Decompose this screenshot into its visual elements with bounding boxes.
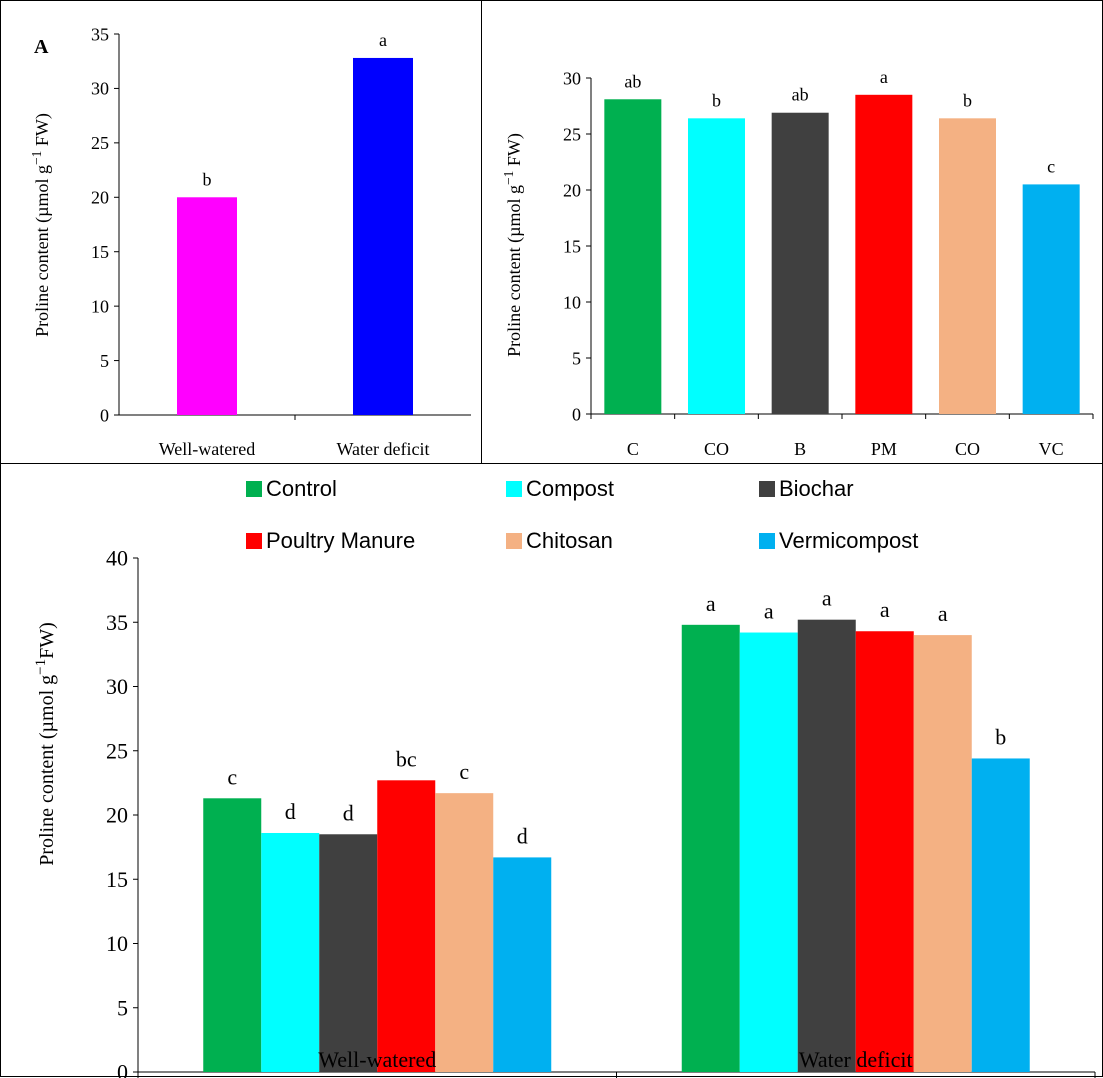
c-legend-label: Vermicompost <box>779 528 918 553</box>
a-y-tick-label: 0 <box>100 405 109 425</box>
c-significance-letter: a <box>938 601 948 626</box>
c-legend-label: Poultry Manure <box>266 528 415 553</box>
c-bar <box>319 834 378 1072</box>
c-x-tick-label: Water deficit <box>799 1047 913 1072</box>
c-y-tick-label: 30 <box>106 674 128 699</box>
c-significance-letter: d <box>285 799 296 824</box>
c-legend-swatch <box>759 481 775 497</box>
b-significance-letter: a <box>880 67 888 87</box>
b-y-tick-label: 15 <box>563 236 581 256</box>
c-significance-letter: d <box>517 823 528 848</box>
b-x-tick-label: CO <box>955 439 980 459</box>
a-y-tick-label: 35 <box>91 24 109 44</box>
b-y-tick-label: 30 <box>563 68 581 88</box>
c-bar <box>739 632 798 1072</box>
c-legend-swatch <box>246 481 262 497</box>
c-legend-label: Compost <box>526 476 614 501</box>
c-y-tick-label: 20 <box>106 803 128 828</box>
a-y-axis-label: Proline content (µmol g−1 FW) <box>29 113 53 337</box>
c-y-tick-label: 10 <box>106 931 128 956</box>
panel-a: 0 5 10 15 20 25 30 35 b Well-watered a Water defici… <box>0 0 482 464</box>
b-bar <box>604 99 662 414</box>
c-significance-letter: bc <box>396 746 417 771</box>
b-significance-letter: b <box>712 90 721 110</box>
c-bar <box>377 780 436 1072</box>
panel-label: A <box>34 36 49 58</box>
chart-c: 0 5 10 15 20 25 30 35 40 c d d bc c d Well-watered a a a a a… <box>33 476 1096 1078</box>
c-legend-swatch <box>759 533 775 549</box>
c-significance-letter: a <box>880 597 890 622</box>
c-significance-letter: a <box>764 599 774 624</box>
c-y-tick-label: 15 <box>106 867 128 892</box>
c-bar <box>797 619 856 1072</box>
b-y-tick-label: 5 <box>572 348 581 368</box>
c-bar <box>971 758 1030 1072</box>
c-significance-letter: c <box>227 764 237 789</box>
b-x-tick-label: CO <box>704 439 729 459</box>
b-x-tick-label: B <box>794 439 806 459</box>
b-significance-letter: ab <box>792 85 809 105</box>
c-bar <box>855 631 914 1072</box>
a-y-tick-label: 10 <box>91 296 109 316</box>
c-y-tick-label: 25 <box>106 738 128 763</box>
c-significance-letter: b <box>995 724 1006 749</box>
c-significance-letter: d <box>343 800 354 825</box>
a-y-tick-label: 5 <box>100 351 109 371</box>
b-x-tick-label: PM <box>871 439 897 459</box>
b-x-tick-label: VC <box>1039 439 1064 459</box>
c-legend-swatch <box>506 481 522 497</box>
a-bar <box>177 197 237 415</box>
c-significance-letter: a <box>706 591 716 616</box>
c-significance-letter: a <box>822 586 832 611</box>
c-bar <box>681 624 740 1072</box>
chart-b: 0 5 10 15 20 25 30 ab Cb CO ab Ba PM b CO c VC Proline co… <box>501 67 1094 459</box>
c-significance-letter: c <box>459 759 469 784</box>
b-bar <box>771 112 829 414</box>
a-bar <box>353 57 413 415</box>
b-significance-letter: c <box>1047 156 1055 176</box>
c-bar <box>261 832 320 1072</box>
c-bar <box>435 793 494 1072</box>
b-bar <box>1022 184 1080 414</box>
c-bar <box>493 857 552 1072</box>
b-significance-letter: ab <box>624 71 641 91</box>
c-legend-label: Control <box>266 476 337 501</box>
a-significance-letter: b <box>203 169 212 189</box>
b-bar <box>855 94 913 415</box>
c-x-tick-label: Well-watered <box>318 1047 436 1072</box>
b-y-axis-label: Proline content (µmol g−1 FW) <box>501 133 525 357</box>
a-x-tick-label: Well-watered <box>159 439 256 459</box>
c-legend-label: Chitosan <box>526 528 613 553</box>
c-y-tick-label: 35 <box>106 610 128 635</box>
b-y-tick-label: 10 <box>563 292 581 312</box>
a-y-tick-label: 15 <box>91 242 109 262</box>
c-legend-label: Biochar <box>779 476 854 501</box>
b-y-tick-label: 25 <box>563 124 581 144</box>
c-y-tick-label: 0 <box>117 1060 128 1078</box>
a-y-tick-label: 20 <box>91 188 109 208</box>
c-bar <box>913 635 972 1072</box>
panel-c: 0 5 10 15 20 25 30 35 40 c d d bc c d Well-watered a a a a a… <box>0 463 1103 1078</box>
b-bar <box>688 118 745 414</box>
c-legend-swatch <box>506 533 522 549</box>
c-legend-swatch <box>246 533 262 549</box>
b-y-tick-label: 0 <box>572 404 581 424</box>
b-significance-letter: b <box>963 90 972 110</box>
a-y-tick-label: 30 <box>91 79 109 99</box>
b-bar <box>939 118 996 414</box>
c-bar <box>203 798 262 1072</box>
chart-a: 0 5 10 15 20 25 30 35 b Well-watered a Water defici… <box>29 24 471 459</box>
b-x-tick-label: C <box>627 439 639 459</box>
b-y-tick-label: 20 <box>563 180 581 200</box>
a-significance-letter: a <box>379 30 387 50</box>
a-x-tick-label: Water deficit <box>337 439 430 459</box>
c-y-tick-label: 40 <box>106 546 128 571</box>
c-y-axis-label: Proline content (µmol g−1FW) <box>33 622 58 866</box>
a-y-tick-label: 25 <box>91 133 109 153</box>
c-y-tick-label: 5 <box>117 995 128 1020</box>
